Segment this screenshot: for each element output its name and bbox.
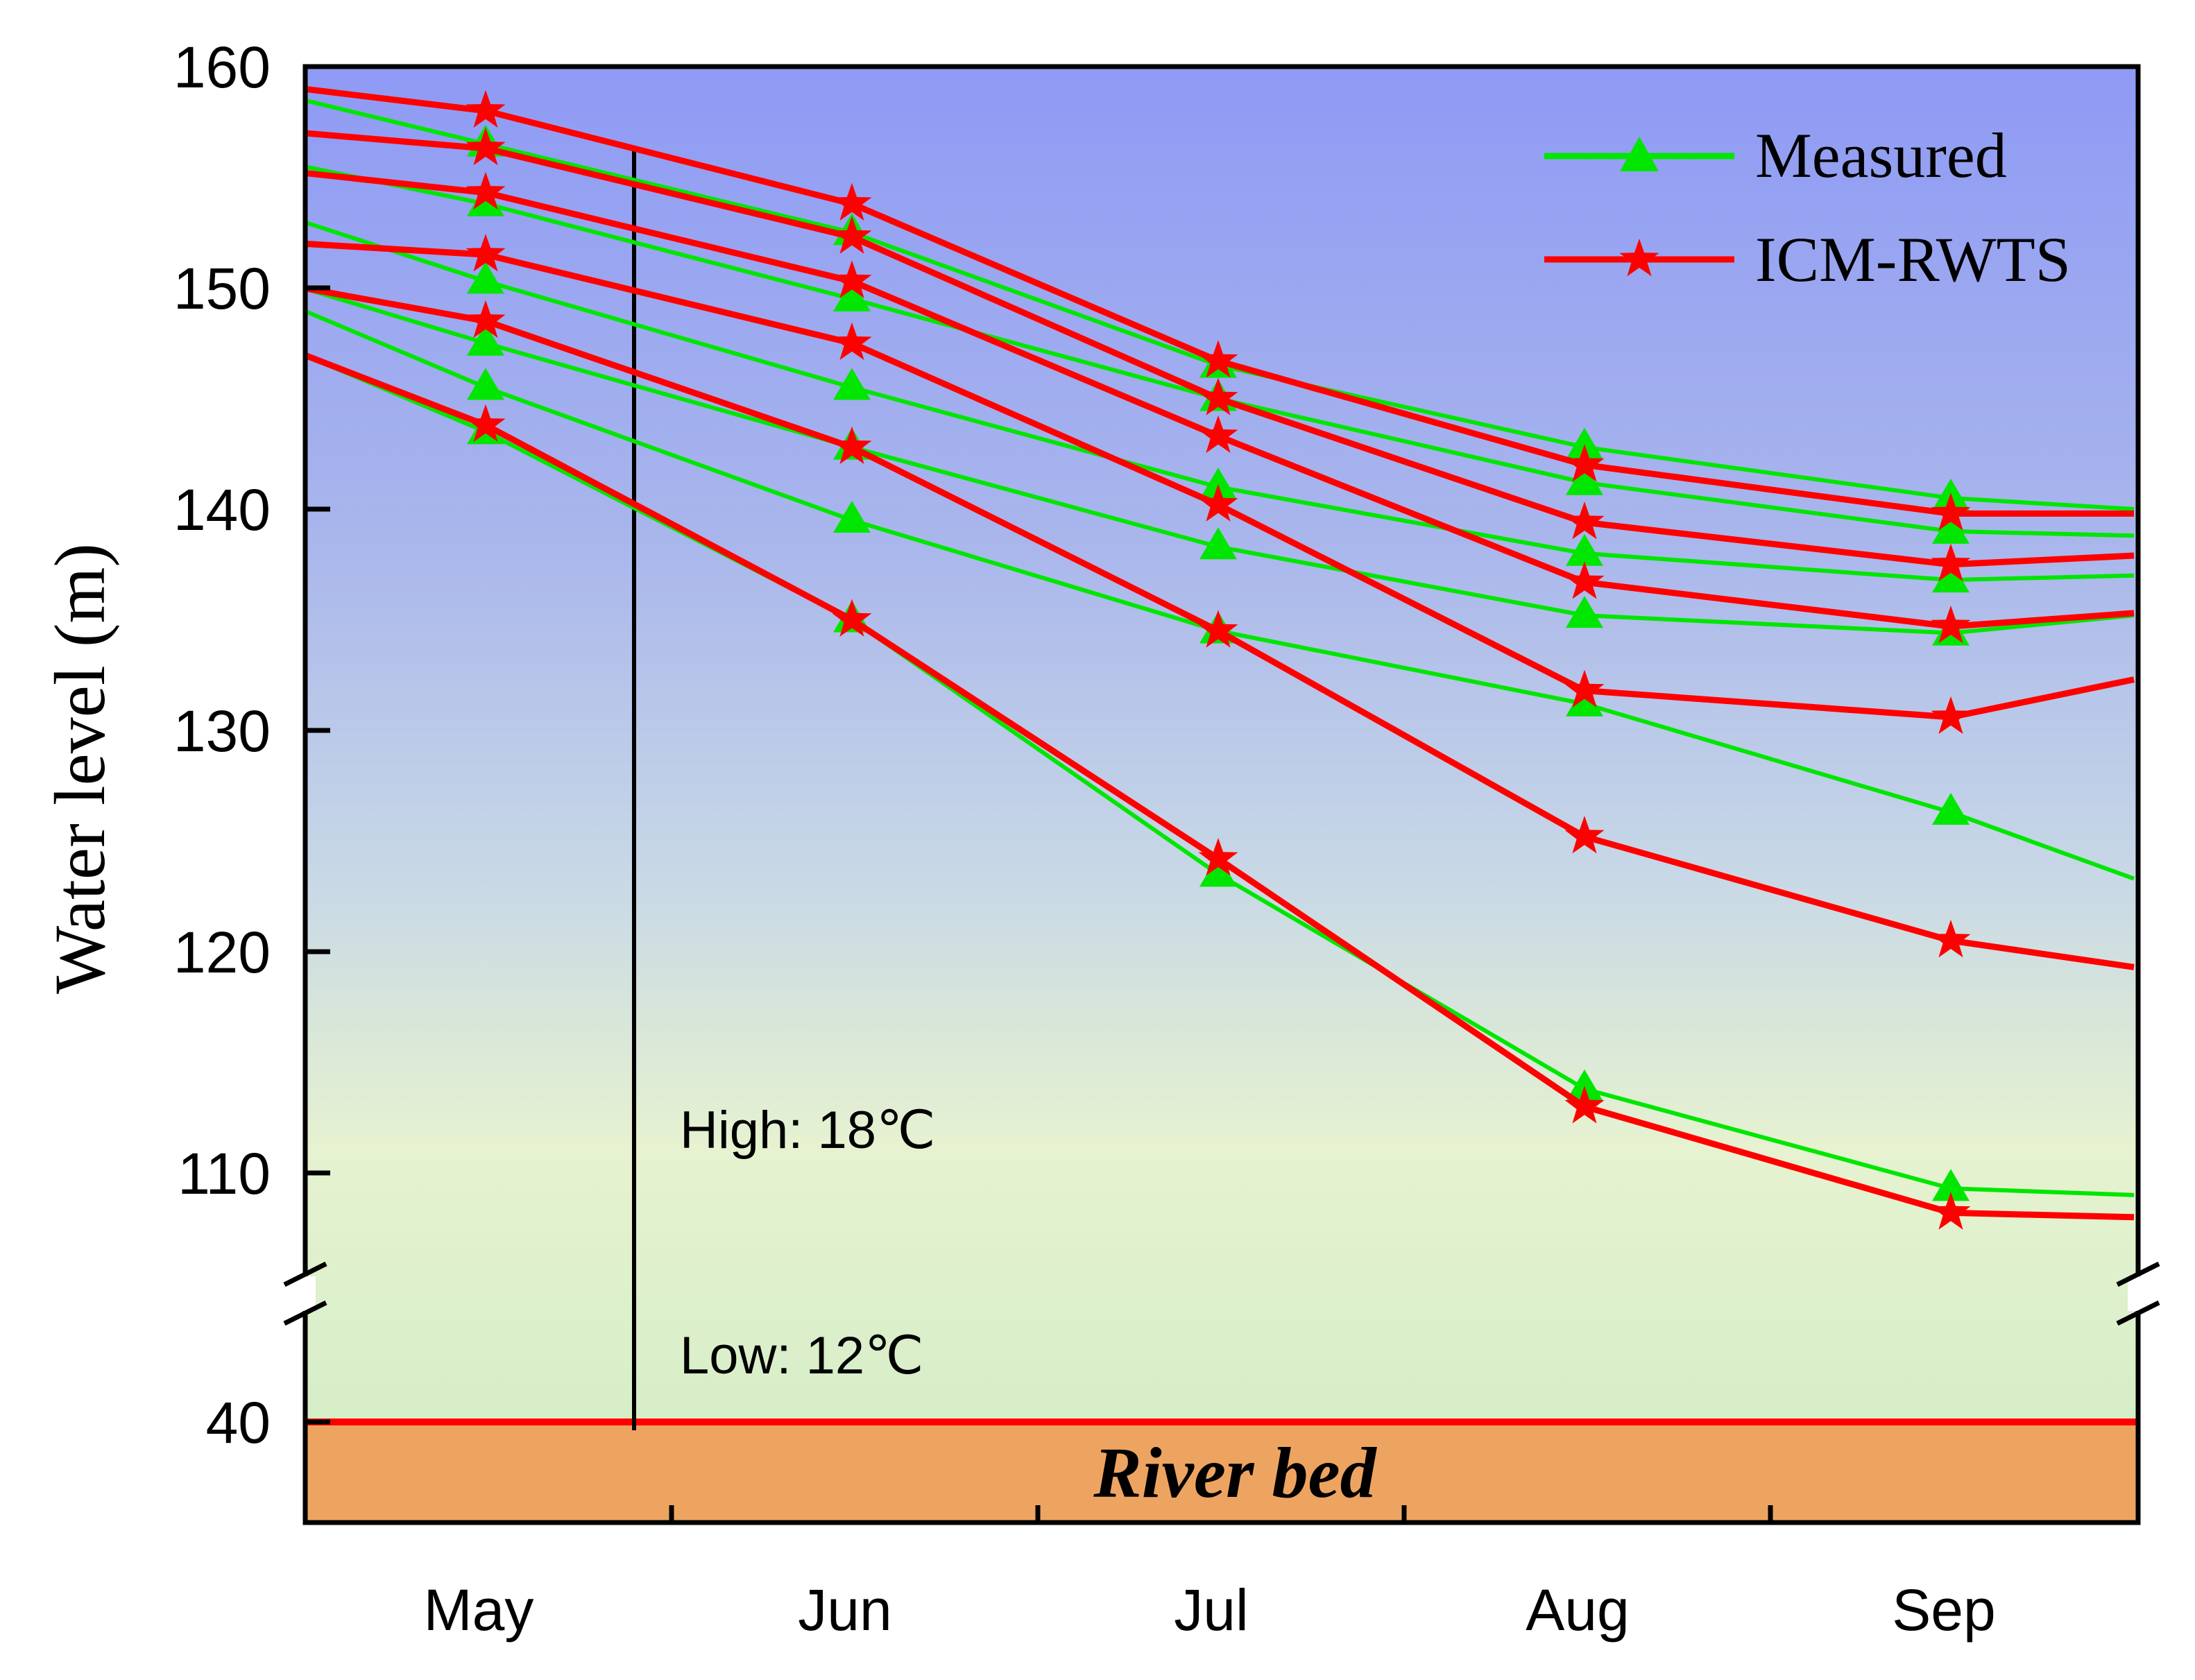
- river-bed-label: River bed: [1093, 1433, 1377, 1513]
- icm-rwts-point: [832, 182, 872, 221]
- icm-rwts-point: [1564, 444, 1605, 482]
- measured-point: [1199, 527, 1237, 560]
- icm-rwts-point: [1931, 1192, 1971, 1230]
- legend-measured-label: Measured: [1755, 120, 2007, 191]
- icm-rwts-series-7: [305, 128, 2135, 581]
- y-tick-label: 40: [206, 1390, 271, 1455]
- icm-rwts-point: [466, 300, 506, 338]
- icm-rwts-point: [1198, 610, 1238, 648]
- icm-rwts-point: [466, 89, 506, 128]
- series-layer: [305, 85, 2135, 1230]
- icm-rwts-point: [466, 404, 506, 443]
- measured-point: [1566, 596, 1603, 628]
- measured-point: [1199, 468, 1237, 500]
- y-tick-label: 150: [173, 256, 271, 321]
- icm-rwts-point: [1564, 816, 1605, 854]
- icm-rwts-point: [832, 599, 872, 637]
- icm-rwts-series-8: [305, 170, 2135, 644]
- x-tick-label: May: [424, 1577, 534, 1643]
- icm-rwts-point: [1198, 415, 1238, 453]
- y-axis-title: Water level (m): [40, 543, 120, 994]
- icm-rwts-point: [1564, 1086, 1605, 1124]
- legend-icm-label: ICM-RWTS: [1755, 224, 2071, 295]
- icm-rwts-point: [1564, 561, 1605, 599]
- x-tick-label: Jun: [798, 1577, 891, 1643]
- measured-point: [1566, 533, 1603, 566]
- icm-rwts-point: [1931, 696, 1971, 735]
- icm-rwts-point: [832, 426, 872, 464]
- icm-rwts-point: [1931, 606, 1971, 644]
- measured-point: [1566, 463, 1603, 495]
- measured-point: [467, 368, 504, 400]
- icm-rwts-point: [1931, 492, 1971, 531]
- legend-measured-marker: [1620, 137, 1659, 171]
- x-axis: May Jun Jul Aug Sep: [424, 1505, 1996, 1643]
- icm-rwts-point: [1564, 502, 1605, 540]
- icm-rwts-point: [1198, 838, 1238, 876]
- icm-rwts-point: [832, 260, 872, 298]
- axis-break-right: [2116, 1261, 2160, 1326]
- icm-rwts-point: [1564, 669, 1605, 708]
- y-tick-label: 130: [173, 698, 271, 764]
- icm-rwts-point: [1931, 543, 1971, 581]
- plot-background: [305, 67, 2138, 1419]
- measured-point: [1932, 560, 1970, 593]
- y-tick-label: 120: [173, 920, 271, 985]
- y-tick-label: 160: [173, 35, 271, 100]
- measured-point: [1566, 1069, 1603, 1102]
- x-tick-label: Sep: [1892, 1577, 1995, 1643]
- icm-rwts-series-6: [305, 85, 2134, 531]
- low-temp-label: Low: 12℃: [680, 1326, 924, 1385]
- plot-frame: [302, 64, 2141, 1525]
- icm-rwts-series-9: [305, 234, 2135, 735]
- axis-break-left: [283, 1261, 327, 1326]
- y-tick-label: 110: [178, 1141, 271, 1206]
- icm-rwts-point: [1198, 483, 1238, 522]
- y-axis: 160 150 140 130 120 110 40: [173, 35, 330, 1455]
- measured-point: [467, 262, 504, 294]
- measured-point: [1932, 1169, 1970, 1201]
- icm-rwts-point: [832, 216, 872, 254]
- x-tick-label: Jul: [1174, 1577, 1248, 1643]
- icm-rwts-point: [1198, 340, 1238, 378]
- icm-rwts-series-11: [305, 352, 2135, 1230]
- icm-rwts-point: [466, 234, 506, 272]
- measured-point: [1566, 427, 1603, 460]
- measured-point: [833, 500, 871, 533]
- measured-point: [1932, 793, 1970, 825]
- icm-rwts-point: [1198, 377, 1238, 415]
- river-bed-area: [305, 1422, 2138, 1523]
- x-tick-label: Aug: [1526, 1577, 1629, 1643]
- icm-rwts-series-10: [305, 285, 2135, 970]
- measured-point: [1566, 684, 1603, 717]
- legend-icm-marker: [1619, 239, 1659, 277]
- icm-rwts-point: [832, 322, 872, 360]
- icm-rwts-point: [466, 171, 506, 210]
- measured-point: [467, 323, 504, 356]
- measured-point: [1932, 511, 1970, 544]
- measured-point: [833, 279, 871, 311]
- icm-rwts-point: [1931, 920, 1971, 958]
- icm-rwts-point: [466, 128, 506, 166]
- high-temp-label: High: 18℃: [680, 1101, 935, 1160]
- measured-point: [1199, 855, 1237, 887]
- measured-point: [833, 368, 871, 400]
- y-tick-label: 140: [173, 477, 271, 542]
- legend: Measured ICM-RWTS: [1544, 120, 2071, 295]
